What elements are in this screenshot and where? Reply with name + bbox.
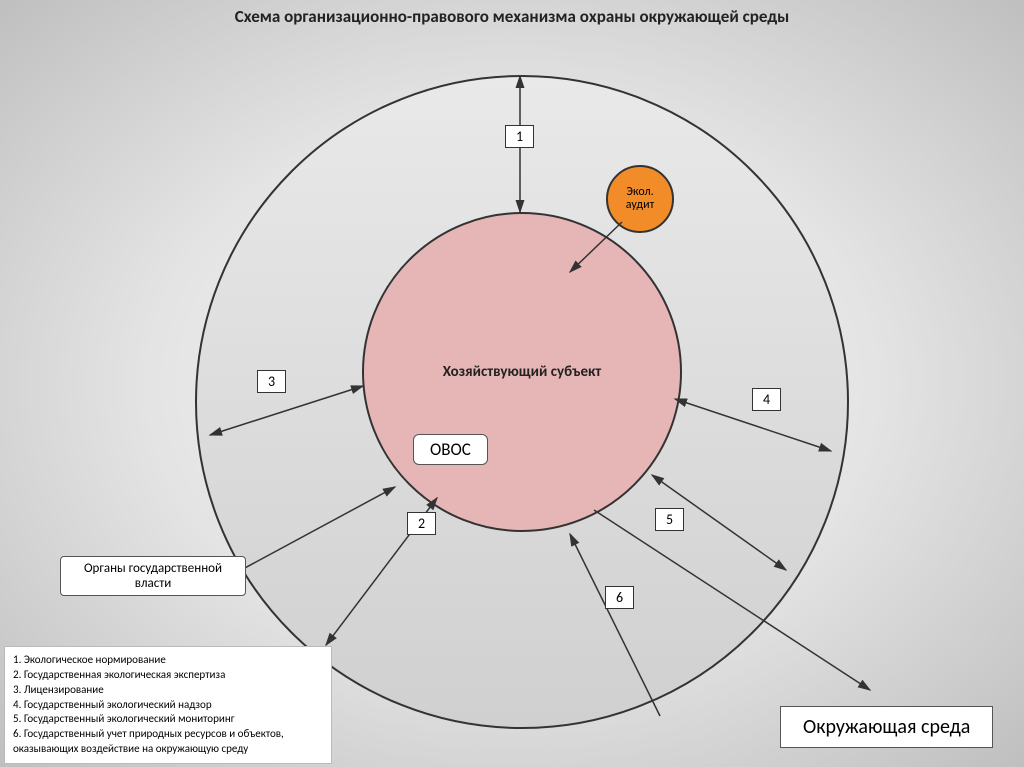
audit-circle: Экол. аудит xyxy=(606,165,674,233)
environment-label: Окружающая среда xyxy=(803,715,970,739)
number-box-1: 1 xyxy=(505,125,534,148)
gov-authorities-box: Органы государственной власти xyxy=(60,556,246,596)
ovos-box: ОВОС xyxy=(413,434,488,465)
inner-circle: Хозяйствующий субъект xyxy=(362,212,682,532)
audit-circle-label: Экол. аудит xyxy=(626,186,654,212)
number-box-3: 3 xyxy=(257,370,286,393)
legend-item: 3. Лицензирование xyxy=(13,683,323,698)
legend-box: 1. Экологическое нормирование2. Государс… xyxy=(4,646,332,764)
number-box-5: 5 xyxy=(655,508,684,531)
number-box-2: 2 xyxy=(407,512,436,535)
legend-item: 5. Государственный экологический монитор… xyxy=(13,712,323,727)
gov-authorities-label: Органы государственной власти xyxy=(84,561,222,591)
diagram-canvas: Схема организационно-правового механизма… xyxy=(0,0,1024,767)
ovos-label: ОВОС xyxy=(430,439,471,460)
legend-item: 4. Государственный экологический надзор xyxy=(13,698,323,713)
number-box-4: 4 xyxy=(752,388,781,411)
environment-box: Окружающая среда xyxy=(780,706,993,748)
legend-item: 2. Государственная экологическая эксперт… xyxy=(13,668,323,683)
diagram-title: Схема организационно-правового механизма… xyxy=(0,6,1024,27)
legend-item: 6. Государственный учет природных ресурс… xyxy=(13,727,323,757)
number-box-6: 6 xyxy=(605,586,634,609)
legend-item: 1. Экологическое нормирование xyxy=(13,653,323,668)
inner-circle-label: Хозяйствующий субъект xyxy=(423,363,622,381)
